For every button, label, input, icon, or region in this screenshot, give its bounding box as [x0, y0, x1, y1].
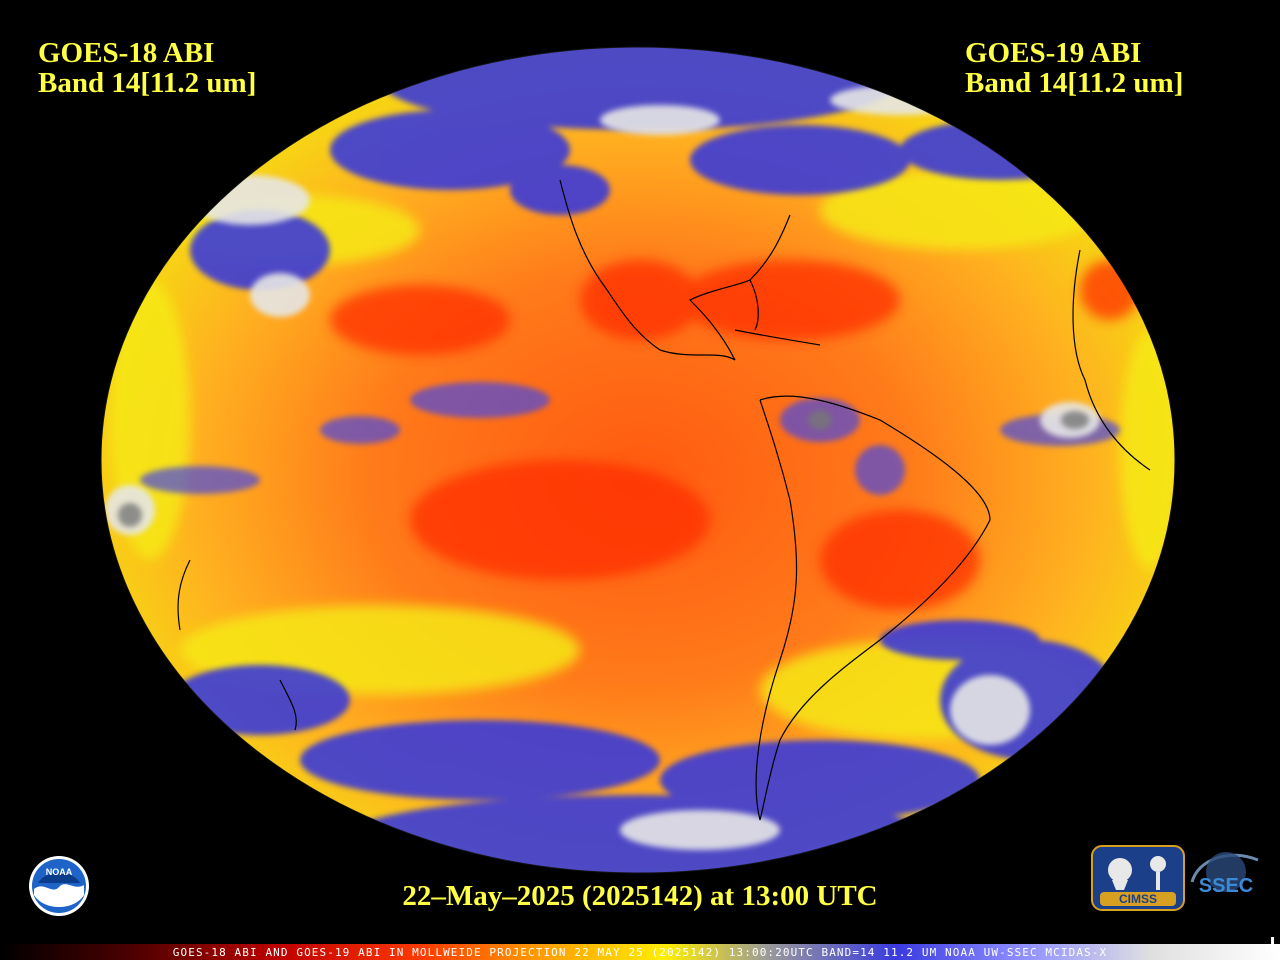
- right-satellite-label: GOES-19 ABI Band 14[11.2 um]: [965, 38, 1183, 98]
- left-band-label: Band 14[11.2 um]: [38, 67, 257, 99]
- color-scale-bar: [0, 944, 1280, 960]
- ssec-logo-text: SSEC: [1199, 875, 1253, 897]
- image-timestamp: 22–May–2025 (2025142) at 13:00 UTC: [402, 880, 878, 912]
- noaa-logo: NOAA: [29, 856, 89, 916]
- right-band-label: Band 14[11.2 um]: [965, 67, 1184, 99]
- cimss-logo: CIMSS: [1091, 845, 1185, 911]
- ssec-logo: SSEC: [1190, 852, 1259, 897]
- right-satellite-name: GOES-19 ABI: [965, 37, 1142, 69]
- noaa-logo-text: NOAA: [46, 867, 73, 877]
- cursor-marker: [1271, 937, 1274, 948]
- left-satellite-label: GOES-18 ABI Band 14[11.2 um]: [38, 38, 256, 98]
- cimss-logo-text: CIMSS: [1119, 892, 1157, 906]
- left-satellite-name: GOES-18 ABI: [38, 37, 215, 69]
- footer-caption: GOES-18 ABI AND GOES-19 ABI IN MOLLWEIDE…: [172, 946, 1108, 959]
